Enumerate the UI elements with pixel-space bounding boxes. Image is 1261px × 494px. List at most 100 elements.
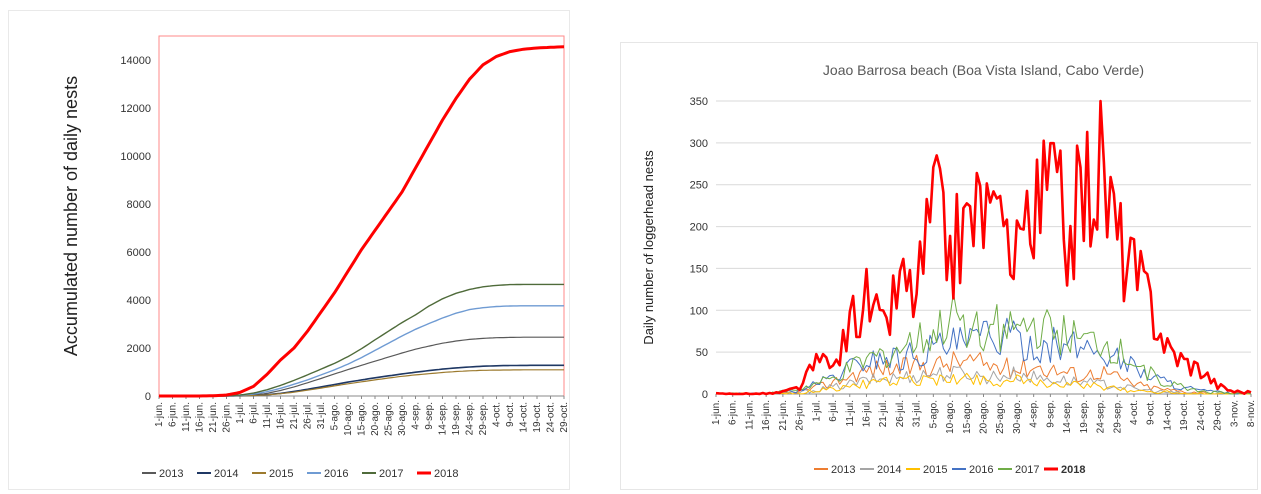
x-tick-label: 3-nov. xyxy=(1229,400,1240,427)
y-tick-label: 200 xyxy=(690,222,708,234)
legend-label-2018: 2018 xyxy=(434,468,458,480)
x-tick-label: 10-ago. xyxy=(945,400,956,434)
x-tick-label: 16-jul. xyxy=(861,400,872,427)
daily-nests-chart-panel: 0 50 100 150 200 250 300 350 1-jun. 6-jun. 11-jun.… xyxy=(620,42,1258,490)
x-tick-label: 30-ago. xyxy=(1012,400,1023,434)
x-tick-label: 14-oct. xyxy=(519,402,530,433)
x-tick-label: 21-jul. xyxy=(878,400,889,427)
x-tick-label: 30-ago. xyxy=(397,402,408,436)
legend-label-2013: 2013 xyxy=(159,468,183,480)
y-tick-label: 14000 xyxy=(120,55,151,67)
x-tick-label: 11-jun. xyxy=(181,402,192,432)
x-tick-label: 16-jun. xyxy=(761,400,772,431)
x-tick-label: 6-jul. xyxy=(249,402,260,424)
x-tick-label: 31-jul. xyxy=(316,402,327,429)
x-tick-label: 10-ago. xyxy=(343,402,354,436)
y-tick-label: 50 xyxy=(696,347,708,359)
x-tick-label: 8-nov. xyxy=(1246,400,1257,427)
accumulated-nests-chart-panel: 0 2000 4000 6000 8000 10000 12000 14000 1-jun. 6-… xyxy=(8,10,570,490)
legend-label-2014: 2014 xyxy=(877,464,901,476)
series-line-2018 xyxy=(715,99,1252,396)
x-tick-label: 29-oct. xyxy=(1213,400,1224,431)
y-tick-label: 6000 xyxy=(127,247,151,259)
x-tick-label: 29-oct. xyxy=(559,402,570,433)
series-line-2013 xyxy=(159,336,564,397)
x-tick-label: 15-ago. xyxy=(357,402,368,436)
x-tick-label: 15-ago. xyxy=(962,400,973,434)
x-tick-label: 29-sep. xyxy=(478,402,489,435)
x-tick-label: 5-ago. xyxy=(928,400,939,428)
x-tick-label: 25-ago. xyxy=(384,402,395,436)
plot-frame xyxy=(158,35,565,397)
x-tick-label: 19-sep. xyxy=(451,402,462,435)
x-tick-label: 24-oct. xyxy=(1196,400,1207,431)
y-axis-label: Daily number of loggerhead nests xyxy=(641,150,656,345)
x-tick-label: 14-sep. xyxy=(1062,400,1073,433)
series-line-2016 xyxy=(159,305,564,397)
x-tick-label: 9-oct. xyxy=(505,402,516,427)
daily-nests-chart: 0 50 100 150 200 250 300 350 1-jun. 6-jun. 11-jun.… xyxy=(641,62,1257,476)
y-tick-label: 4000 xyxy=(127,295,151,307)
y-tick-label: 0 xyxy=(145,391,151,403)
x-tick-label: 1-jun. xyxy=(711,400,722,425)
x-tick-label: 6-jul. xyxy=(828,400,839,422)
y-tick-label: 250 xyxy=(690,180,708,192)
x-tick-label: 5-ago. xyxy=(330,402,341,430)
x-tick-label: 4-sep. xyxy=(411,402,422,430)
x-tick-label: 20-ago. xyxy=(979,400,990,434)
x-tick-label: 11-jun. xyxy=(744,400,755,430)
x-tick-label: 1-jul. xyxy=(235,402,246,424)
x-tick-label: 6-jun. xyxy=(168,402,179,427)
legend-label-2015: 2015 xyxy=(923,464,947,476)
y-tick-label: 8000 xyxy=(127,199,151,211)
x-tick-label: 1-jul. xyxy=(811,400,822,422)
x-tick-label: 4-oct. xyxy=(1129,400,1140,425)
series-line-2016 xyxy=(715,317,1252,395)
legend-label-2018: 2018 xyxy=(1061,464,1085,476)
x-tick-label: 26-jun. xyxy=(222,402,233,433)
x-tick-label: 4-oct. xyxy=(492,402,503,427)
x-tick-label: 19-sep. xyxy=(1079,400,1090,433)
x-tick-label: 31-jul. xyxy=(912,400,923,427)
legend-label-2013: 2013 xyxy=(831,464,855,476)
y-tick-label: 10000 xyxy=(120,151,151,163)
x-tick-label: 24-sep. xyxy=(1096,400,1107,433)
x-tick-label: 26-jun. xyxy=(795,400,806,431)
legend-label-2015: 2015 xyxy=(269,468,293,480)
y-tick-label: 300 xyxy=(690,138,708,150)
x-tick-label: 6-jun. xyxy=(728,400,739,425)
x-tick-label: 14-sep. xyxy=(438,402,449,435)
x-tick-label: 24-sep. xyxy=(465,402,476,435)
x-tick-label: 25-ago. xyxy=(995,400,1006,434)
series-line-2018 xyxy=(159,45,565,398)
y-axis-label: Accumulated number of daily nests xyxy=(61,76,81,356)
chart-title: Joao Barrosa beach (Boa Vista Island, Ca… xyxy=(823,62,1144,78)
x-tick-label: 26-jul. xyxy=(303,402,314,429)
x-tick-label: 21-jul. xyxy=(289,402,300,429)
x-tick-label: 26-jul. xyxy=(895,400,906,427)
x-tick-label: 29-sep. xyxy=(1112,400,1123,433)
x-tick-label: 1-jun. xyxy=(154,402,165,427)
x-tick-label: 21-jun. xyxy=(778,400,789,431)
series-line-2017 xyxy=(715,292,1252,395)
x-tick-label: 14-oct. xyxy=(1162,400,1173,431)
x-tick-label: 11-jul. xyxy=(845,400,856,427)
legend-label-2017: 2017 xyxy=(1015,464,1039,476)
legend-label-2014: 2014 xyxy=(214,468,238,480)
x-tick-label: 9-sep. xyxy=(1045,400,1056,428)
x-tick-label: 19-oct. xyxy=(532,402,543,433)
series-line-2015 xyxy=(159,369,564,397)
y-tick-label: 100 xyxy=(690,305,708,317)
x-tick-label: 11-jul. xyxy=(262,402,273,429)
series-line-2015 xyxy=(715,372,1251,395)
x-tick-label: 9-sep. xyxy=(424,402,435,430)
x-tick-label: 16-jun. xyxy=(195,402,206,433)
legend-label-2017: 2017 xyxy=(379,468,403,480)
legend-label-2016: 2016 xyxy=(969,464,993,476)
y-tick-label: 0 xyxy=(702,389,708,401)
x-tick-label: 4-sep. xyxy=(1029,400,1040,428)
x-tick-label: 24-oct. xyxy=(546,402,557,433)
x-tick-label: 19-oct. xyxy=(1179,400,1190,431)
